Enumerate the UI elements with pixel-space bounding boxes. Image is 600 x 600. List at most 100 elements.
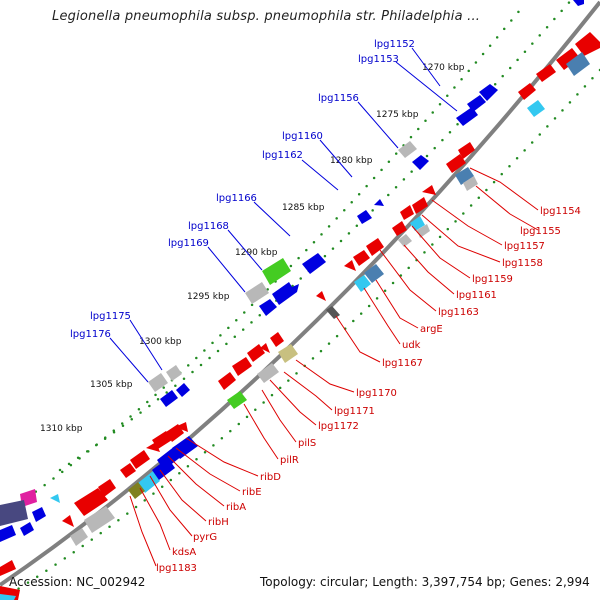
reverse-gene-arrow [518,83,536,100]
reverse-gene-arrow [0,560,16,576]
reverse-dot-track [0,68,600,600]
gene-label-lpg1162[interactable]: lpg1162 [262,150,303,161]
reverse-callout-lines [129,167,539,567]
olive-feature [128,482,145,499]
gene-label-lpg1172[interactable]: lpg1172 [318,421,359,432]
steel-blue-feature [364,264,384,283]
gene-label-lpg1160[interactable]: lpg1160 [282,131,323,142]
gene-label-lpg1170[interactable]: lpg1170 [356,388,397,399]
reverse-gene-arrow [232,357,252,376]
topology-label: Topology: [260,575,317,589]
reverse-gene-arrow [175,422,188,432]
reverse-gene-arrow [344,260,356,271]
gene-label-lpg1158[interactable]: lpg1158 [502,258,543,269]
tick-label: 1305 kbp [90,380,133,390]
accession-value: NC_002942 [76,575,146,589]
callout-line [301,159,339,191]
reverse-gene-arrow [458,142,475,159]
callout-line [243,403,279,460]
gene-label-lpg1155[interactable]: lpg1155 [520,226,561,237]
forward-gene-arrow [467,95,486,112]
tick-label: 1285 kbp [282,203,325,213]
reverse-gene-arrow [316,291,326,301]
callout-line [227,229,263,271]
callout-line [319,139,353,178]
steel-blue-feature [455,167,474,185]
gene-label-lpg1161[interactable]: lpg1161 [456,290,497,301]
gene-label-lpg1152[interactable]: lpg1152 [374,39,415,50]
gene-label-lpg1169[interactable]: lpg1169 [168,238,209,249]
forward-gene-labels: lpg1152 lpg1153 lpg1156 lpg1160 lpg1162 … [70,39,415,340]
other-feature [398,234,412,247]
reverse-strand-features [0,32,600,600]
gene-label-pilS[interactable]: pilS [298,438,316,449]
callout-line [379,249,437,312]
gene-label-argE[interactable]: argE [420,324,443,335]
gene-label-ribH[interactable]: ribH [208,517,229,528]
reverse-gene-arrow [536,64,556,82]
callout-line [295,359,355,393]
forward-gene-arrow [573,0,584,6]
gene-label-ribE[interactable]: ribE [242,487,262,498]
callout-line [421,214,501,263]
tick-label: 1280 kbp [330,156,373,166]
gene-label-lpg1163[interactable]: lpg1163 [438,307,479,318]
gene-label-lpg1157[interactable]: lpg1157 [504,241,545,252]
light-blue-feature [0,594,16,600]
gene-label-pilR[interactable]: pilR [280,455,299,466]
reverse-gene-arrow [446,154,466,173]
gene-label-pyrG[interactable]: pyrG [193,532,217,543]
gene-label-lpg1159[interactable]: lpg1159 [472,274,513,285]
gene-label-lpg1175[interactable]: lpg1175 [90,311,131,322]
gene-label-lpg1166[interactable]: lpg1166 [216,193,257,204]
forward-gene-arrow [32,507,46,522]
forward-gene-arrow [259,299,277,316]
callout-line [469,167,539,211]
genes-value: 2,994 [555,575,590,589]
rrna-feature [227,391,247,409]
tick-label: 1270 kbp [422,63,465,73]
gene-label-lpg1176[interactable]: lpg1176 [70,329,111,340]
forward-gene-arrow [357,210,372,224]
map-title: Legionella pneumophila subsp. pneumophil… [52,9,481,24]
callout-line [167,455,225,507]
callout-line [207,246,246,293]
gene-label-lpg1168[interactable]: lpg1168 [188,221,229,232]
gene-label-lpg1153[interactable]: lpg1153 [358,54,399,65]
gene-label-lpg1154[interactable]: lpg1154 [540,206,581,217]
reverse-gene-arrow [392,221,407,236]
callout-line [269,379,317,426]
reverse-gene-arrow [575,32,600,56]
gene-label-lpg1167[interactable]: lpg1167 [382,358,423,369]
reverse-gene-arrow [130,450,150,469]
gene-label-ribD[interactable]: ribD [260,472,281,483]
tick-labels: 1270 kbp 1275 kbp 1280 kbp 1285 kbp 1290… [40,63,465,434]
callout-line [175,447,241,492]
gene-label-ribA[interactable]: ribA [226,502,246,513]
reverse-gene-arrow [412,197,428,214]
forward-gene-arrow [160,390,178,407]
gene-label-lpg1183[interactable]: lpg1183 [156,563,197,574]
gene-label-udk[interactable]: udk [402,340,421,351]
callout-line [403,244,455,295]
gene-label-kdsA[interactable]: kdsA [172,547,196,558]
khaki-feature [278,344,298,363]
gene-label-lpg1156[interactable]: lpg1156 [318,93,359,104]
reverse-gene-arrow [218,372,236,390]
length-value: 3,397,754 bp [421,575,502,589]
forward-strand-features [0,0,584,542]
reverse-gene-arrow [366,238,384,256]
callout-line [185,437,259,477]
gene-label-lpg1171[interactable]: lpg1171 [334,406,375,417]
reverse-gene-arrow [74,488,108,516]
forward-gene-arrow [302,253,326,274]
forward-gene-arrow [374,199,384,206]
slate-feature [0,500,28,526]
reverse-gene-arrow [247,344,265,362]
forward-gene-arrow [152,458,175,480]
tick-label: 1295 kbp [187,292,230,302]
tick-label: 1275 kbp [376,110,419,120]
light-blue-feature [50,494,60,503]
callout-line [283,371,333,411]
